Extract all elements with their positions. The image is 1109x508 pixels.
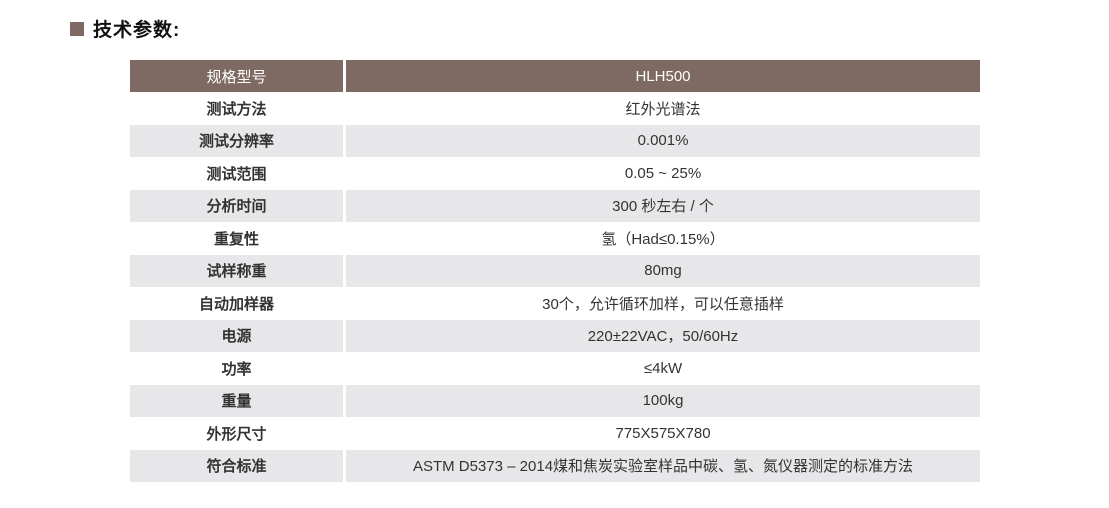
table-body: 测试方法 红外光谱法 测试分辨率 0.001% 测试范围 0.05 ~ 25% 分析时间 30…	[130, 92, 980, 482]
table-row: 测试范围 0.05 ~ 25%	[130, 157, 980, 190]
table-row: 自动加样器 30个，允许循环加样，可以任意插样	[130, 287, 980, 320]
row-value-cell: 0.001%	[346, 124, 980, 157]
table-row: 试样称重 80mg	[130, 254, 980, 287]
row-value-cell: ≤4kW	[346, 352, 980, 385]
row-value-cell: 氢（Had≤0.15%）	[346, 222, 980, 255]
table-row: 重量 100kg	[130, 384, 980, 417]
table-row: 功率 ≤4kW	[130, 352, 980, 385]
header-label-cell: 规格型号	[130, 60, 343, 92]
table-row: 重复性 氢（Had≤0.15%）	[130, 222, 980, 255]
row-value-cell: 775X575X780	[346, 417, 980, 450]
table-row: 符合标准 ASTM D5373 – 2014煤和焦炭实验室样品中碳、氢、氮仪器测定…	[130, 449, 980, 482]
table-row: 外形尺寸 775X575X780	[130, 417, 980, 450]
spec-table: 规格型号 HLH500 测试方法 红外光谱法 测试分辨率 0.001% 测试范围 0.05…	[130, 60, 980, 482]
row-label-cell: 分析时间	[130, 189, 343, 222]
row-value-cell: 0.05 ~ 25%	[346, 157, 980, 190]
row-value-cell: 220±22VAC，50/60Hz	[346, 319, 980, 352]
header-value-cell: HLH500	[346, 60, 980, 92]
row-value-cell: 80mg	[346, 254, 980, 287]
row-label-cell: 重量	[130, 384, 343, 417]
table-row: 测试分辨率 0.001%	[130, 124, 980, 157]
row-label-cell: 电源	[130, 319, 343, 352]
table-row: 电源 220±22VAC，50/60Hz	[130, 319, 980, 352]
row-label-cell: 自动加样器	[130, 287, 343, 320]
table-header-row: 规格型号 HLH500	[130, 60, 980, 92]
row-label-cell: 试样称重	[130, 254, 343, 287]
row-value-cell: 红外光谱法	[346, 92, 980, 125]
row-value-cell: ASTM D5373 – 2014煤和焦炭实验室样品中碳、氢、氮仪器测定的标准方…	[346, 449, 980, 482]
section-title: 技术参数:	[70, 15, 180, 42]
row-value-cell: 300 秒左右 / 个	[346, 189, 980, 222]
square-bullet-icon	[70, 21, 84, 36]
row-label-cell: 符合标准	[130, 449, 343, 482]
table-row: 分析时间 300 秒左右 / 个	[130, 189, 980, 222]
table-row: 测试方法 红外光谱法	[130, 92, 980, 125]
section-title-text: 技术参数:	[93, 20, 181, 41]
row-label-cell: 测试方法	[130, 92, 343, 125]
row-label-cell: 重复性	[130, 222, 343, 255]
row-value-cell: 100kg	[346, 384, 980, 417]
row-label-cell: 外形尺寸	[130, 417, 343, 450]
row-label-cell: 测试范围	[130, 157, 343, 190]
row-label-cell: 功率	[130, 352, 343, 385]
row-value-cell: 30个，允许循环加样，可以任意插样	[346, 287, 980, 320]
row-label-cell: 测试分辨率	[130, 124, 343, 157]
